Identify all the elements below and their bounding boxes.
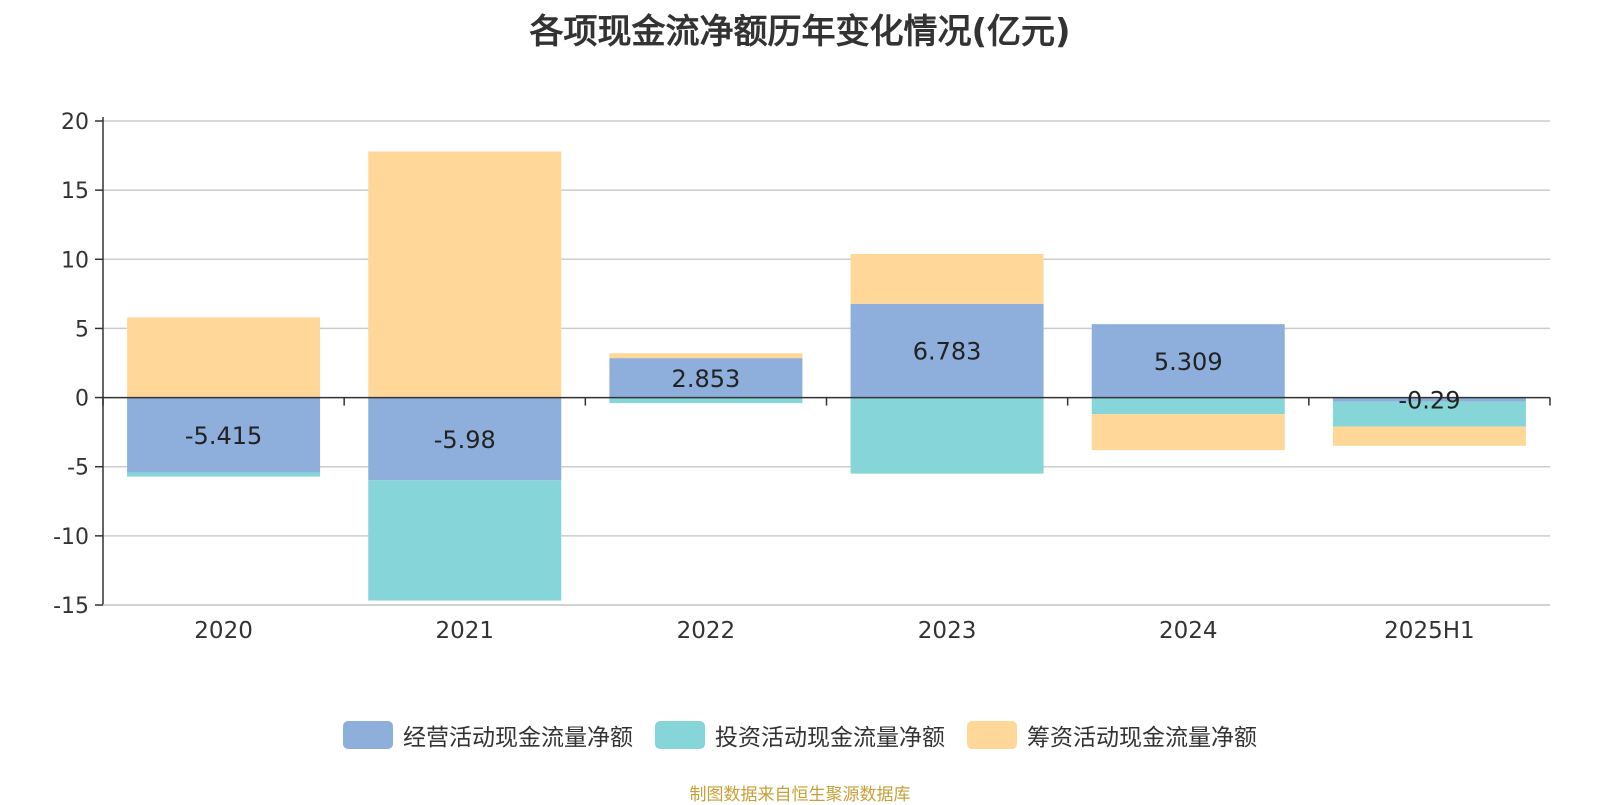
- bar-2-2021: [368, 151, 562, 398]
- x-tick-label-2024: 2024: [1159, 618, 1218, 644]
- bar-0-2024: [1091, 324, 1285, 398]
- y-tick-label-5: -5: [67, 456, 89, 481]
- source-note: 制图数据来自恒生聚源数据库: [689, 785, 911, 805]
- legend-swatch-financing: [967, 721, 1017, 749]
- legend-item-investing[interactable]: 投资活动现金流量净额: [655, 718, 945, 752]
- y-tick-label-1: 15: [61, 179, 89, 204]
- bar-0-2022: [609, 358, 803, 398]
- bar-0-2023: [850, 303, 1044, 398]
- bar-1-2021: [368, 480, 562, 601]
- y-tick-label-0: 20: [61, 110, 89, 135]
- bar-0-2021: [368, 397, 562, 481]
- legend-label-financing: 筹资活动现金流量净额: [1027, 725, 1257, 751]
- legend: 经营活动现金流量净额 投资活动现金流量净额 筹资活动现金流量净额: [0, 718, 1600, 752]
- y-tick-label-7: -15: [53, 594, 89, 619]
- bar-2-2020: [127, 317, 321, 398]
- data-label-2024: 5.309: [1154, 348, 1223, 376]
- chart-title: 各项现金流净额历年变化情况(亿元): [529, 12, 1071, 52]
- legend-item-financing[interactable]: 筹资活动现金流量净额: [967, 718, 1257, 752]
- bar-1-2023: [850, 397, 1044, 474]
- y-tick-label-4: 0: [75, 387, 89, 412]
- bar-1-2024: [1091, 397, 1285, 415]
- legend-swatch-operating: [343, 721, 393, 749]
- legend-swatch-investing: [655, 721, 705, 749]
- data-label-2022: 2.853: [672, 365, 741, 393]
- bar-0-2020: [127, 397, 321, 473]
- bar-1-2022: [609, 397, 803, 404]
- x-tick-label-2021: 2021: [435, 618, 494, 644]
- data-label-2021: -5.98: [434, 426, 496, 454]
- data-label-2025H1: -0.29: [1398, 387, 1460, 415]
- bar-2-2025H1: [1332, 426, 1526, 446]
- data-label-2023: 6.783: [913, 338, 982, 366]
- x-tick-label-2025H1: 2025H1: [1384, 618, 1474, 644]
- data-label-2020: -5.415: [185, 422, 262, 450]
- legend-label-investing: 投资活动现金流量净额: [715, 725, 945, 751]
- x-tick-label-2022: 2022: [677, 618, 736, 644]
- legend-item-operating[interactable]: 经营活动现金流量净额: [343, 718, 633, 752]
- bar-0-2025H1: [1332, 397, 1526, 402]
- x-tick-label-2020: 2020: [194, 618, 253, 644]
- x-tick-label-2023: 2023: [918, 618, 977, 644]
- y-tick-label-2: 10: [61, 248, 89, 273]
- bar-2-2024: [1091, 414, 1285, 451]
- legend-label-operating: 经营活动现金流量净额: [403, 725, 633, 751]
- bar-1-2025H1: [1332, 401, 1526, 427]
- y-tick-label-6: -10: [53, 525, 89, 550]
- bar-2-2022: [609, 353, 803, 359]
- bar-1-2020: [127, 472, 321, 477]
- y-tick-label-3: 5: [75, 317, 89, 342]
- bar-2-2023: [850, 253, 1044, 304]
